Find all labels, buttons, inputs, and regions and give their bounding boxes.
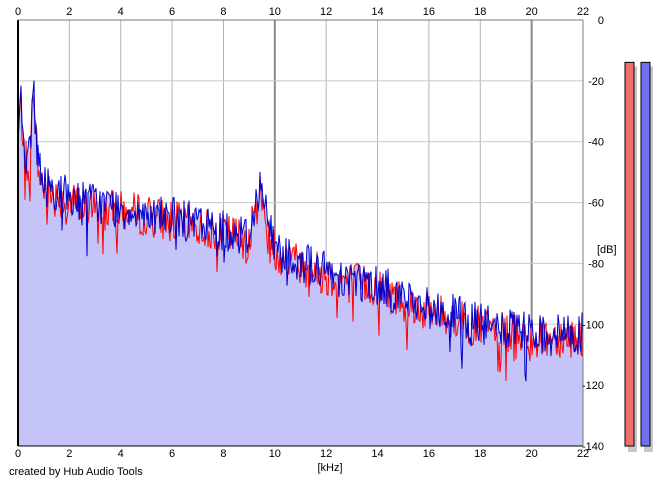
x-tick-label-bottom: 16 [423, 448, 435, 460]
credit-text: created by Hub Audio Tools [9, 466, 143, 478]
x-tick-label-bottom: 4 [118, 448, 124, 460]
level-meter-group [624, 61, 653, 452]
x-tick-label-top: 20 [526, 6, 538, 18]
plot-frame [17, 19, 584, 447]
level-meter-bar [624, 61, 635, 447]
x-tick-label-bottom: 12 [320, 448, 332, 460]
y-tick-label: 0 [598, 15, 604, 27]
y-tick-label: -20 [588, 76, 604, 88]
series-layer [17, 80, 584, 382]
x-tick-label-top: 22 [577, 6, 589, 18]
x-tick-label-bottom: 6 [169, 448, 175, 460]
y-tick-label: -120 [582, 380, 604, 392]
x-axis-label: [kHz] [317, 462, 342, 474]
x-tick-label-bottom: 8 [220, 448, 226, 460]
y-tick-label: -60 [588, 198, 604, 210]
x-tick-label-bottom: 14 [371, 448, 383, 460]
series-line [17, 80, 584, 382]
x-tick-label-top: 6 [169, 6, 175, 18]
x-tick-label-bottom: 18 [474, 448, 486, 460]
y-tick-label: -140 [582, 441, 604, 453]
x-tick-label-top: 4 [118, 6, 124, 18]
x-tick-label-top: 8 [220, 6, 226, 18]
x-tick-label-bottom: 2 [66, 448, 72, 460]
x-tick-label-top: 18 [474, 6, 486, 18]
x-tick-label-top: 0 [15, 6, 21, 18]
x-tick-label-top: 2 [66, 6, 72, 18]
tick-label-layer: 002244668810101212141416161818202022220-… [15, 6, 604, 460]
x-tick-label-top: 12 [320, 6, 332, 18]
y-axis-label: [dB] [597, 244, 617, 256]
x-tick-label-top: 10 [269, 6, 281, 18]
x-tick-label-bottom: 20 [526, 448, 538, 460]
y-tick-label: -100 [582, 319, 604, 331]
x-tick-label-bottom: 10 [269, 448, 281, 460]
x-tick-label-bottom: 0 [15, 448, 21, 460]
x-tick-label-top: 14 [371, 6, 383, 18]
y-tick-label: -40 [588, 137, 604, 149]
x-tick-label-top: 16 [423, 6, 435, 18]
y-tick-label: -80 [588, 258, 604, 270]
level-meter-bar [640, 61, 651, 447]
x-tick-label-bottom: 22 [577, 448, 589, 460]
